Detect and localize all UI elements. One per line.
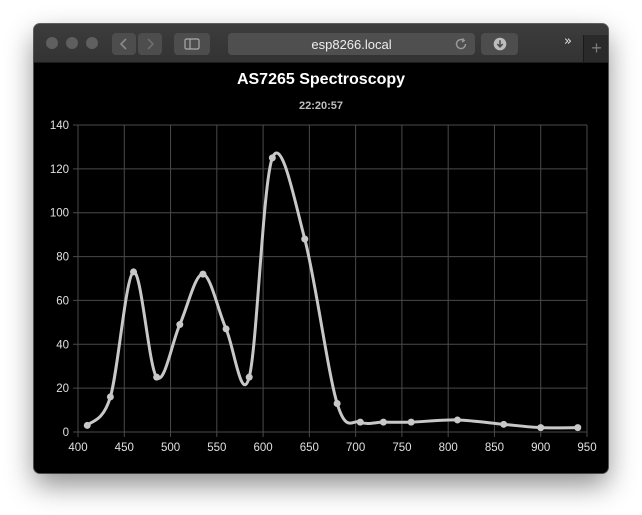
x-tick-label: 450 [115,442,134,454]
data-point [333,399,341,407]
x-tick-label: 750 [392,442,411,454]
chevron-right-icon [147,38,155,50]
x-tick-label: 550 [207,442,226,454]
data-point [245,373,253,381]
data-point [83,421,91,429]
data-point [407,418,415,426]
x-tick-label: 850 [485,442,504,454]
data-point [500,420,508,428]
y-tick-label: 60 [56,295,69,307]
forward-button[interactable] [138,33,162,55]
page-content: AS7265 Spectroscopy 22:20:57 400 450 500 55… [34,63,608,473]
downloads-button[interactable] [481,33,518,55]
x-tick-label: 900 [531,442,550,454]
data-point [153,373,161,381]
x-tick-label: 600 [253,442,272,454]
chevron-left-icon [119,38,127,50]
x-tick-label: 650 [300,442,319,454]
address-bar[interactable]: esp8266.local [228,33,475,55]
x-tick-label: 500 [161,442,180,454]
y-tick-label: 100 [50,208,69,220]
data-point [222,325,230,333]
sidebar-button[interactable] [174,33,210,55]
zoom-window-button[interactable] [86,37,98,49]
series-line [86,151,578,430]
data-point [176,321,184,329]
y-tick-label: 80 [56,252,69,264]
data-point [537,424,545,432]
chart-title: AS7265 Spectroscopy [236,71,406,88]
y-tick-label: 20 [56,383,69,395]
new-tab-button[interactable]: + [583,35,608,62]
close-window-button[interactable] [46,37,58,49]
x-tick-label: 800 [439,442,458,454]
x-tick-label: 400 [68,442,87,454]
browser-window: esp8266.local » + AS7265 Spectroscopy 22… [34,24,608,473]
data-point [574,424,582,432]
double-chevron-right-icon[interactable]: » [564,34,572,49]
back-button[interactable] [112,33,136,55]
data-point [301,235,309,243]
data-point [106,393,114,401]
data-point [268,154,276,162]
minimize-window-button[interactable] [66,37,78,49]
spectrum-line-chart: 400 450 500 550 600 650 700 750 800 850 900 950 0 20 4… [50,120,597,454]
data-point [356,418,364,426]
chart-subtitle: 22:20:57 [298,100,344,112]
data-point [379,418,387,426]
x-tick-label: 950 [577,442,596,454]
y-tick-label: 40 [56,339,69,351]
sidebar-icon [184,38,200,50]
data-point [453,416,461,424]
reload-icon[interactable] [453,36,469,52]
data-point [130,268,138,276]
y-tick-label: 0 [63,427,69,439]
data-point [199,270,207,278]
x-tick-label: 700 [346,442,365,454]
download-icon [493,37,506,51]
y-tick-label: 140 [50,120,69,132]
address-text: esp8266.local [311,36,392,52]
plus-icon: + [591,38,602,58]
y-tick-label: 120 [50,164,69,176]
browser-toolbar: esp8266.local » + [34,24,608,63]
